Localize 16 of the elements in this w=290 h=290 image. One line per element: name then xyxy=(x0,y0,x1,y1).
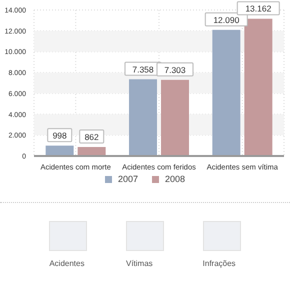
bar xyxy=(161,80,189,156)
bar xyxy=(46,146,74,156)
text: Acidentes xyxy=(49,259,84,268)
text: 13.162 xyxy=(245,4,272,14)
text: 12.090 xyxy=(213,14,240,25)
text: Infrações xyxy=(202,259,236,268)
bar xyxy=(129,79,157,156)
text: 7.303 xyxy=(164,64,186,75)
text: 998 xyxy=(52,130,67,141)
text: 7.358 xyxy=(132,64,154,74)
text: 862 xyxy=(84,132,99,142)
text: Vítimas xyxy=(126,259,153,268)
bar xyxy=(212,30,240,156)
legend-label: 2007 xyxy=(116,174,138,184)
bar xyxy=(244,18,272,156)
legend-label: 2008 xyxy=(164,174,186,184)
